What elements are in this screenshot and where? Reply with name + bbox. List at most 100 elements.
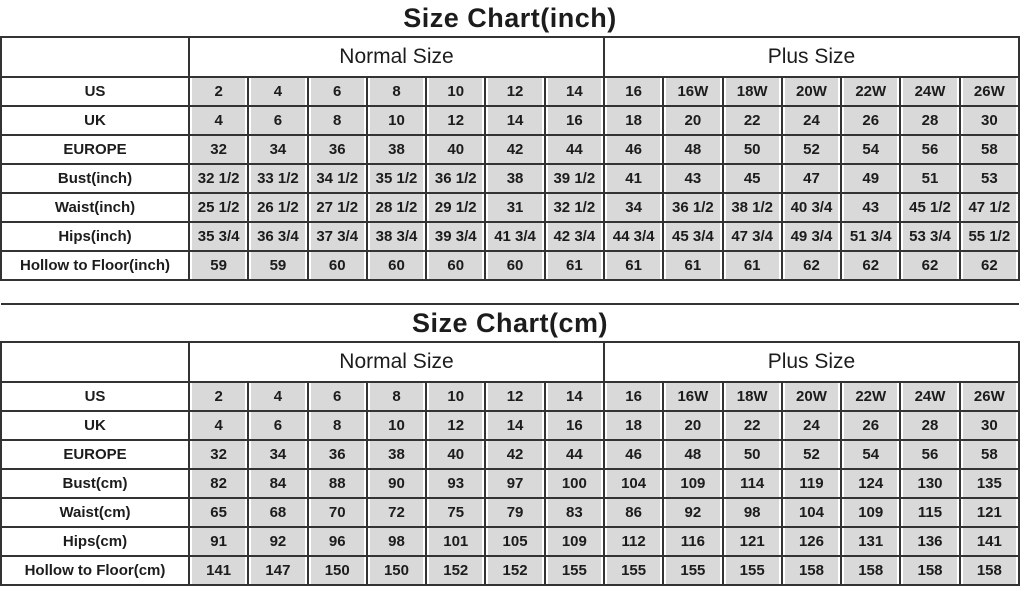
size-value-cell: 20W [780,76,843,107]
size-value-cell: 59 [247,250,309,281]
size-value-cell: 29 1/2 [425,192,487,223]
size-value-cell: 34 1/2 [306,163,368,194]
size-value-cell: 12 [484,381,546,412]
size-value-cell: 12 [425,410,487,441]
size-value-cell: 40 3/4 [780,192,843,223]
size-value-cell: 60 [484,250,546,281]
size-value-cell: 16W [662,381,724,412]
size-value-cell: 44 [543,439,605,470]
size-value-cell: 40 [425,134,487,165]
table-row: US 2 4 6 8 10 12 14 16 16W 18W 20W 22W 24W 26W [0,76,1021,107]
size-value-cell: 79 [484,497,546,528]
size-value-cell: 18 [602,105,665,136]
size-value-cell: 61 [662,250,724,281]
size-value-cell: 50 [721,439,783,470]
size-value-cell: 61 [602,250,665,281]
size-value-cell: 43 [840,192,902,223]
size-value-cell: 114 [721,468,783,499]
row-label: EUROPE [0,439,190,470]
size-value-cell: 18 [602,410,665,441]
size-value-cell: 10 [425,381,487,412]
size-value-cell: 68 [247,497,309,528]
size-value-cell: 28 1/2 [365,192,428,223]
size-value-cell: 104 [780,497,843,528]
row-label: Hollow to Floor(inch) [0,250,190,281]
size-value-cell: 4 [187,410,250,441]
size-value-cell: 45 1/2 [899,192,961,223]
size-value-cell: 16 [543,105,605,136]
row-label: Hollow to Floor(cm) [0,555,190,586]
size-value-cell: 141 [187,555,250,586]
size-value-cell: 104 [602,468,665,499]
size-value-cell: 86 [602,497,665,528]
size-value-cell: 88 [306,468,368,499]
size-value-cell: 26 [840,105,902,136]
size-value-cell: 38 3/4 [365,221,428,252]
table-row: Waist(inch) 25 1/2 26 1/2 27 1/2 28 1/2 29 1/… [0,192,1021,223]
size-value-cell: 42 3/4 [543,221,605,252]
size-value-cell: 155 [543,555,605,586]
size-value-cell: 30 [958,410,1021,441]
size-value-cell: 83 [543,497,605,528]
size-value-cell: 6 [306,381,368,412]
size-value-cell: 10 [425,76,487,107]
column-group-plus-size: Plus Size [602,341,1021,383]
size-chart-page: Size Chart(inch) Normal Size Plus Size US 2 4… [0,0,1021,586]
size-value-cell: 14 [543,381,605,412]
size-value-cell: 27 1/2 [306,192,368,223]
size-value-cell: 90 [365,468,428,499]
size-value-cell: 10 [365,410,428,441]
table-title: Size Chart(inch) [1,0,1019,38]
size-value-cell: 37 3/4 [306,221,368,252]
size-value-cell: 150 [365,555,428,586]
size-value-cell: 18W [721,381,783,412]
size-value-cell: 49 3/4 [780,221,843,252]
size-value-cell: 121 [958,497,1021,528]
size-value-cell: 20W [780,381,843,412]
size-value-cell: 52 [780,439,843,470]
size-value-cell: 8 [306,105,368,136]
size-value-cell: 16 [602,381,665,412]
size-value-cell: 34 [247,134,309,165]
row-label: Hips(inch) [0,221,190,252]
size-value-cell: 10 [365,105,428,136]
size-value-cell: 40 [425,439,487,470]
size-value-cell: 32 1/2 [187,163,250,194]
size-value-cell: 61 [721,250,783,281]
size-value-cell: 58 [958,439,1021,470]
size-value-cell: 38 [484,163,546,194]
table-row: Hips(inch) 35 3/4 36 3/4 37 3/4 38 3/4 39 3/4… [0,221,1021,252]
size-value-cell: 72 [365,497,428,528]
size-value-cell: 46 [602,134,665,165]
size-value-cell: 20 [662,410,724,441]
row-label: US [0,381,190,412]
size-value-cell: 62 [899,250,961,281]
size-value-cell: 24W [899,381,961,412]
size-value-cell: 112 [602,526,665,557]
size-value-cell: 121 [721,526,783,557]
size-value-cell: 39 3/4 [425,221,487,252]
size-value-cell: 32 [187,439,250,470]
size-value-cell: 28 [899,410,961,441]
size-value-cell: 43 [662,163,724,194]
size-value-cell: 124 [840,468,902,499]
size-value-cell: 6 [247,105,309,136]
size-value-cell: 82 [187,468,250,499]
row-label: Waist(inch) [0,192,190,223]
size-value-cell: 141 [958,526,1021,557]
size-value-cell: 12 [484,76,546,107]
size-value-cell: 22 [721,105,783,136]
table-title: Size Chart(cm) [1,303,1019,343]
size-value-cell: 62 [840,250,902,281]
size-value-cell: 91 [187,526,250,557]
size-value-cell: 24 [780,410,843,441]
size-value-cell: 116 [662,526,724,557]
size-value-cell: 6 [306,76,368,107]
table-row: Bust(cm) 82 84 88 90 93 97 100 104 109 114 119 124 13… [0,468,1021,499]
table-row: EUROPE 32 34 36 38 40 42 44 46 48 50 52 54 56 58 [0,134,1021,165]
size-value-cell: 56 [899,134,961,165]
size-value-cell: 47 3/4 [721,221,783,252]
size-value-cell: 48 [662,439,724,470]
size-value-cell: 100 [543,468,605,499]
size-value-cell: 126 [780,526,843,557]
